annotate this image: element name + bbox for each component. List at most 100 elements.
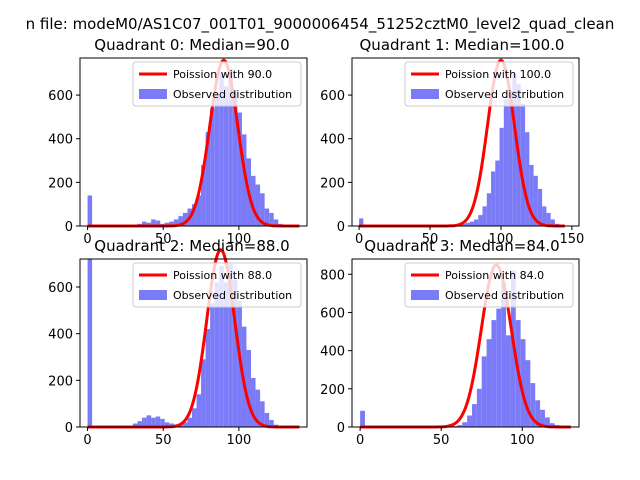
histogram-bar (486, 339, 492, 427)
legend-box (404, 61, 574, 107)
histogram-bar (169, 221, 174, 226)
histogram-bar (486, 193, 492, 226)
legend: Poission with 90.0 Observed distribution (132, 61, 302, 107)
histogram-bar (474, 219, 479, 226)
histogram-bar (237, 112, 242, 226)
x-tick-label: 100 (226, 433, 251, 448)
x-tick-label: 50 (155, 232, 172, 247)
histogram-bar (535, 400, 541, 427)
histogram-bar (546, 212, 551, 226)
legend-poisson-label: Poission with 100.0 (445, 68, 551, 81)
histogram-bar (491, 320, 497, 427)
x-tick-label: 0 (355, 232, 363, 247)
x-tick-label: 100 (510, 433, 535, 448)
histogram-bar (503, 99, 509, 226)
histogram-bar (525, 132, 530, 226)
histogram-bar (196, 394, 202, 427)
histogram-bar (476, 388, 482, 427)
axes-frame (79, 57, 308, 227)
quadrant-1-panel: 0 50 100 150 0 200 400 600 Poission with 100.0 Ob… (320, 36, 584, 247)
histogram-bar (537, 188, 543, 226)
histogram-bar (87, 195, 93, 226)
y-tick-label: 0 (337, 421, 345, 436)
legend-bar-swatch (411, 89, 439, 99)
histogram-bar (360, 410, 365, 427)
figure-suptitle: n file: modeM0/AS1C07_001T01_9000006454_… (26, 15, 615, 34)
histogram-bar (214, 92, 220, 226)
axes-frame (79, 258, 308, 428)
histogram-bar (223, 86, 229, 226)
histogram-bar (232, 92, 238, 226)
histogram-bar (164, 222, 170, 226)
legend-bar-swatch (139, 89, 167, 99)
histogram-bar (465, 222, 470, 226)
histogram-bar (232, 280, 238, 427)
y-tick-label: 200 (48, 176, 73, 191)
y-tick-label: 0 (65, 220, 73, 235)
y-tick-label: 0 (65, 421, 73, 436)
x-tick-label: 50 (422, 232, 439, 247)
histogram-bar (482, 206, 487, 226)
histogram-bar (550, 219, 555, 226)
histogram-bar (137, 421, 143, 427)
histogram-bar (478, 215, 483, 226)
legend-box (132, 61, 302, 107)
histogram-bar (260, 193, 265, 226)
y-tick-label: 400 (320, 345, 345, 360)
histogram-bar (512, 73, 517, 226)
histogram-bar (155, 220, 161, 226)
y-tick-label: 400 (48, 328, 73, 343)
histogram-bar (506, 335, 511, 427)
histogram-bar (151, 417, 156, 427)
y-tick-label: 600 (48, 89, 73, 104)
histogram-bar (544, 417, 550, 427)
histogram-bar (520, 339, 526, 427)
histogram-bar (495, 160, 500, 226)
histogram-bar (196, 195, 202, 226)
y-tick-label: 600 (48, 281, 73, 296)
histogram-bar (496, 308, 502, 427)
histogram-bar (525, 360, 531, 427)
histogram-bar (160, 418, 165, 427)
legend-poisson-label: Poission with 84.0 (445, 269, 544, 282)
legend-box (404, 262, 574, 308)
histogram-bar (87, 259, 93, 427)
histogram-bar (151, 219, 156, 226)
histogram-bar (530, 383, 536, 427)
quadrant-1-title: Quadrant 1: Median=100.0 (360, 36, 565, 54)
legend-box (132, 262, 302, 308)
histogram-bar (142, 221, 147, 226)
histogram-bar (146, 222, 152, 226)
histogram-bar (461, 223, 466, 226)
histogram-bar (210, 108, 215, 226)
histogram-bar (499, 127, 504, 226)
y-tick-label: 200 (48, 374, 73, 389)
histogram-bar (251, 378, 256, 427)
x-tick-label: 100 (489, 232, 514, 247)
x-tick-label: 0 (83, 232, 91, 247)
histogram-bar (201, 359, 206, 427)
histogram-bar (205, 132, 211, 226)
histogram-bar (223, 282, 229, 427)
x-tick-label: 0 (356, 433, 364, 448)
legend-poisson-label: Poission with 88.0 (173, 269, 272, 282)
histogram-bar (481, 356, 487, 427)
axes-frame (351, 57, 580, 227)
histogram-bar (228, 68, 233, 226)
histogram-bar (508, 90, 513, 227)
histogram-bar (359, 218, 364, 226)
histogram-bar (178, 216, 183, 226)
histogram-bar (542, 206, 547, 226)
histogram-bar (241, 134, 247, 226)
histogram-bar (469, 221, 475, 226)
histogram-bar (191, 408, 197, 427)
histogram-bar (182, 212, 188, 226)
axes-frame (351, 258, 580, 428)
legend-poisson-label: Poission with 90.0 (173, 68, 272, 81)
histogram-bar (529, 164, 534, 226)
histogram-bar (457, 425, 463, 427)
histogram-bar (273, 219, 279, 226)
histogram-bar (187, 417, 192, 427)
y-tick-label: 600 (320, 306, 345, 321)
